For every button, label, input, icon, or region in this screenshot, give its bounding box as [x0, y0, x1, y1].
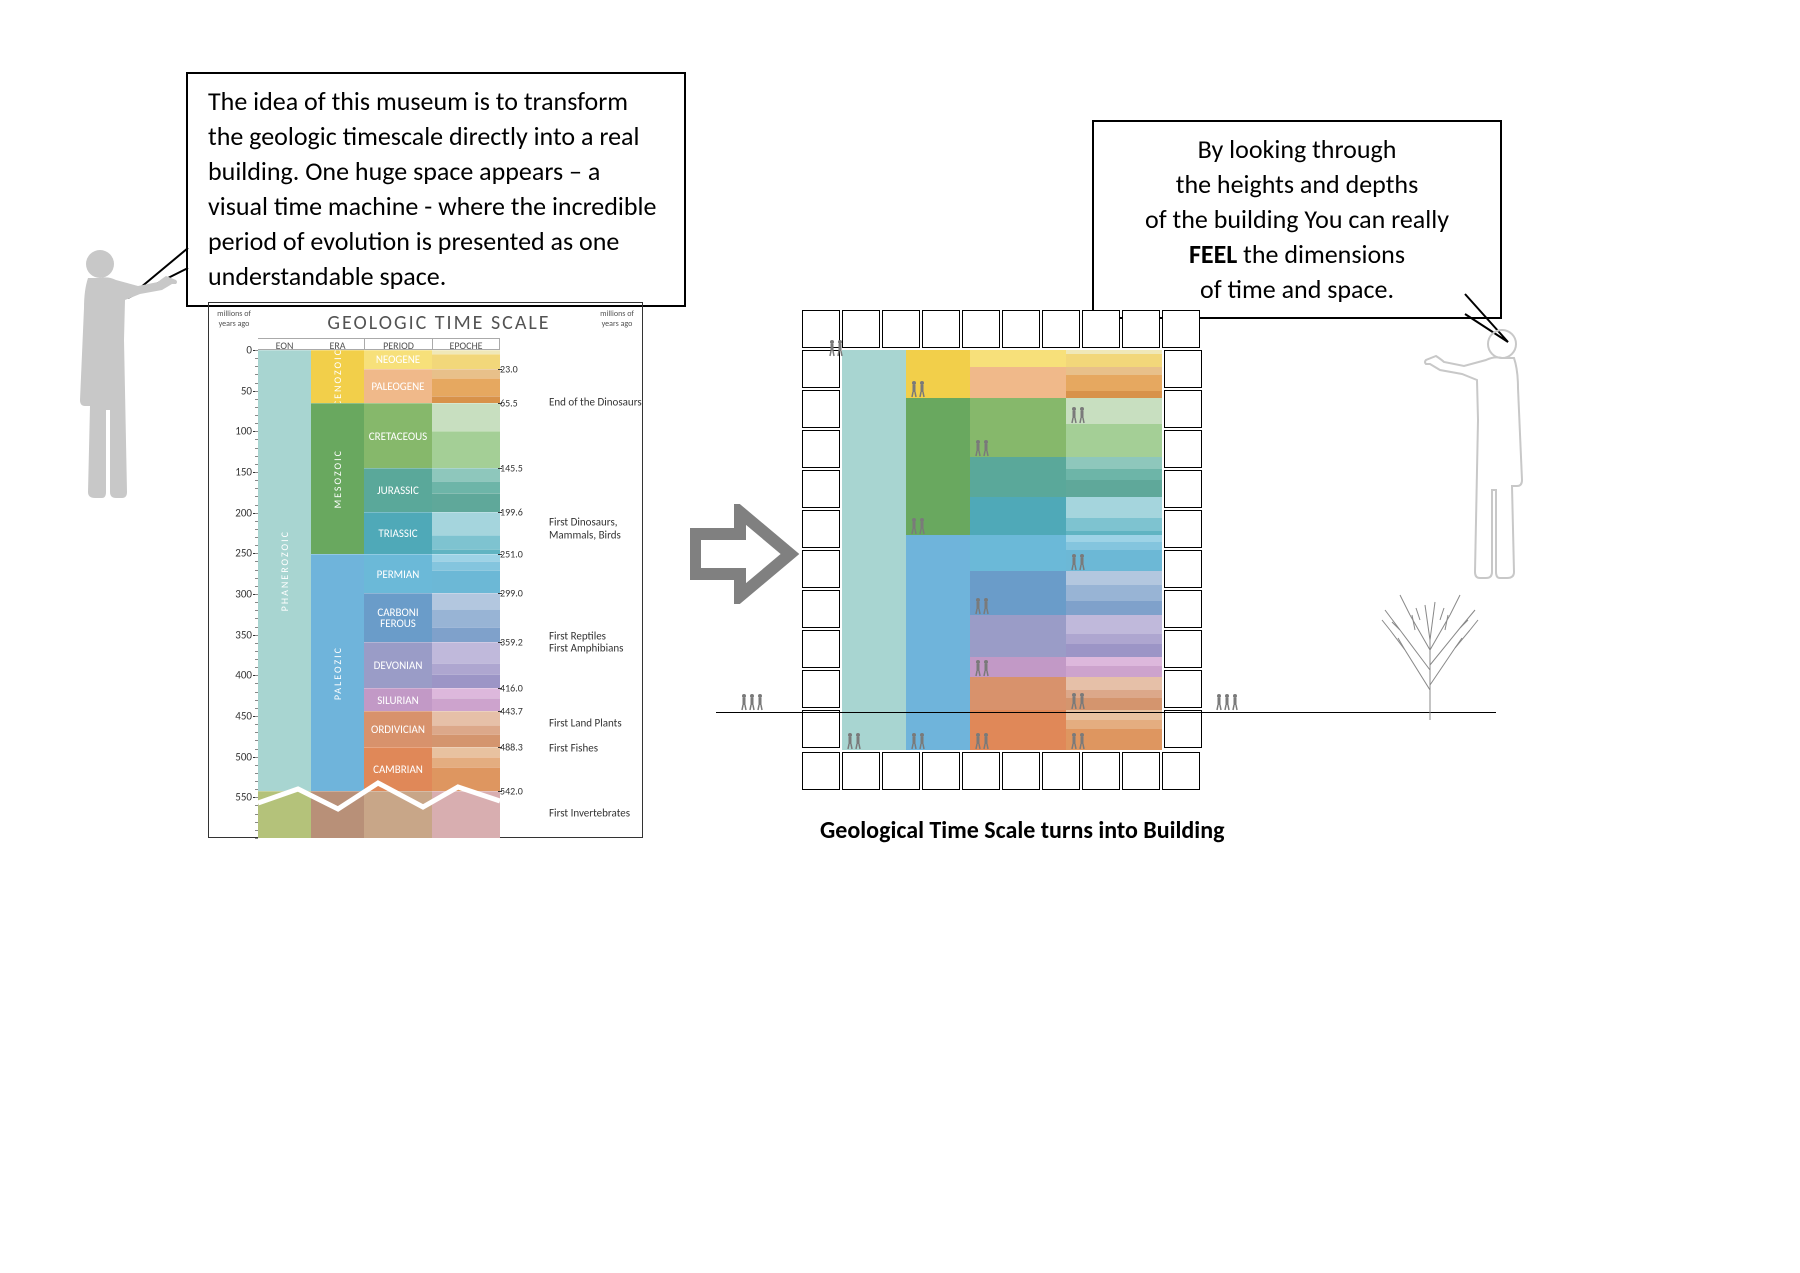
time-block: [432, 734, 500, 747]
people-icon: [910, 517, 930, 535]
chart-title: GEOLOGIC TIME SCALE: [289, 311, 589, 335]
left-ruler: 050100150200250300350400450500550: [219, 350, 258, 838]
chart-columns: PHANEROZOIC CENOZOICMESOZOICPALEOZIC NEO…: [258, 350, 500, 838]
people-icon: [1070, 553, 1090, 571]
time-block: TRIASSIC: [364, 512, 432, 554]
time-block: [432, 642, 500, 663]
intro-text-box: The idea of this museum is to transform …: [186, 72, 686, 307]
col-era: CENOZOICMESOZOICPALEOZIC: [311, 350, 364, 838]
time-block: [432, 593, 500, 608]
people-icon: [910, 732, 930, 750]
time-block: [432, 468, 500, 481]
people-icon: [910, 380, 930, 398]
time-block: JURASSIC: [364, 468, 432, 512]
time-block: DEVONIAN: [364, 642, 432, 688]
time-block: [432, 674, 500, 689]
time-block: [432, 767, 500, 791]
time-block: ORDIVICIAN: [364, 711, 432, 747]
building-inner: [842, 350, 1162, 750]
intro-text: The idea of this museum is to transform …: [208, 85, 656, 292]
time-block: PERMIAN: [364, 554, 432, 593]
time-block: [432, 396, 500, 404]
geologic-time-scale-chart: GEOLOGIC TIME SCALE millions of years ag…: [208, 302, 643, 838]
time-block: CAMBRIAN: [364, 747, 432, 791]
col-period: NEOGENEPALEOGENECRETACEOUSJURASSICTRIASS…: [364, 350, 432, 838]
time-block: PHANEROZOIC: [258, 350, 311, 791]
ground-people-left: [740, 693, 768, 716]
time-block: [432, 757, 500, 767]
time-block: PALEOZIC: [311, 554, 364, 791]
time-block: [432, 493, 500, 512]
building-col-epoch: [1066, 350, 1162, 750]
feel-line-1: By looking through: [1114, 132, 1480, 167]
people-icon: [974, 439, 994, 457]
transform-arrow-icon: [690, 504, 800, 609]
feel-line-5: of time and space.: [1114, 272, 1480, 307]
time-block: [432, 725, 500, 734]
axis-label-left: millions of years ago: [213, 309, 255, 329]
header-eon: EON: [258, 338, 311, 350]
axis-label-right: millions of years ago: [596, 309, 638, 329]
building-col-period: [970, 350, 1066, 750]
time-block: [432, 688, 500, 698]
time-block: [432, 609, 500, 627]
time-block: [432, 561, 500, 570]
col-eon: PHANEROZOIC: [258, 350, 311, 838]
time-block: [432, 570, 500, 593]
time-block: [432, 403, 500, 431]
people-icon: [974, 732, 994, 750]
time-block: [432, 627, 500, 643]
people-icon: [846, 732, 866, 750]
time-block: MESOZOIC: [311, 403, 364, 554]
time-block: PALEOGENE: [364, 369, 432, 404]
feel-line-3: of the building You can really: [1114, 202, 1480, 237]
time-block: CARBONI FEROUS: [364, 593, 432, 642]
time-block: [432, 535, 500, 549]
feel-bold: FEEL: [1189, 238, 1237, 270]
people-icon: [1070, 692, 1090, 710]
time-block: [432, 663, 500, 674]
time-block: [432, 378, 500, 396]
time-block: [432, 354, 500, 369]
people-icon: [1070, 406, 1090, 424]
time-block: [432, 747, 500, 757]
presenter-silhouette-left: [60, 240, 190, 500]
time-block: CRETACEOUS: [364, 403, 432, 468]
header-period: PERIOD: [364, 338, 432, 350]
time-block: CENOZOIC: [311, 350, 364, 403]
header-epoch: EPOCHE: [432, 338, 500, 350]
time-block: [432, 369, 500, 378]
time-block: [432, 431, 500, 468]
time-block: SILURIAN: [364, 688, 432, 711]
time-block: [432, 481, 500, 493]
people-icon: [1070, 732, 1090, 750]
tree-icon: [1370, 580, 1490, 725]
building-caption: Geological Time Scale turns into Buildin…: [820, 816, 1224, 845]
time-block: [432, 698, 500, 711]
people-icon: [828, 339, 848, 357]
people-icon: [974, 659, 994, 677]
ground-people-right: [1215, 693, 1243, 716]
right-scale: 23.065.5145.5199.6251.0299.0359.2416.044…: [500, 350, 544, 838]
building-diagram: [802, 310, 1202, 790]
time-block: [432, 512, 500, 535]
feel-text-box: By looking through the heights and depth…: [1092, 120, 1502, 319]
col-epoch: [432, 350, 500, 838]
time-block: [432, 554, 500, 561]
presenter-silhouette-right: [1410, 320, 1540, 580]
building-col-era: [906, 350, 970, 750]
people-icon: [974, 597, 994, 615]
feel-line-2: the heights and depths: [1114, 167, 1480, 202]
time-block: [432, 711, 500, 725]
time-block: NEOGENE: [364, 350, 432, 369]
building-col-eon: [842, 350, 906, 750]
feel-line-4: the dimensions: [1243, 238, 1405, 270]
